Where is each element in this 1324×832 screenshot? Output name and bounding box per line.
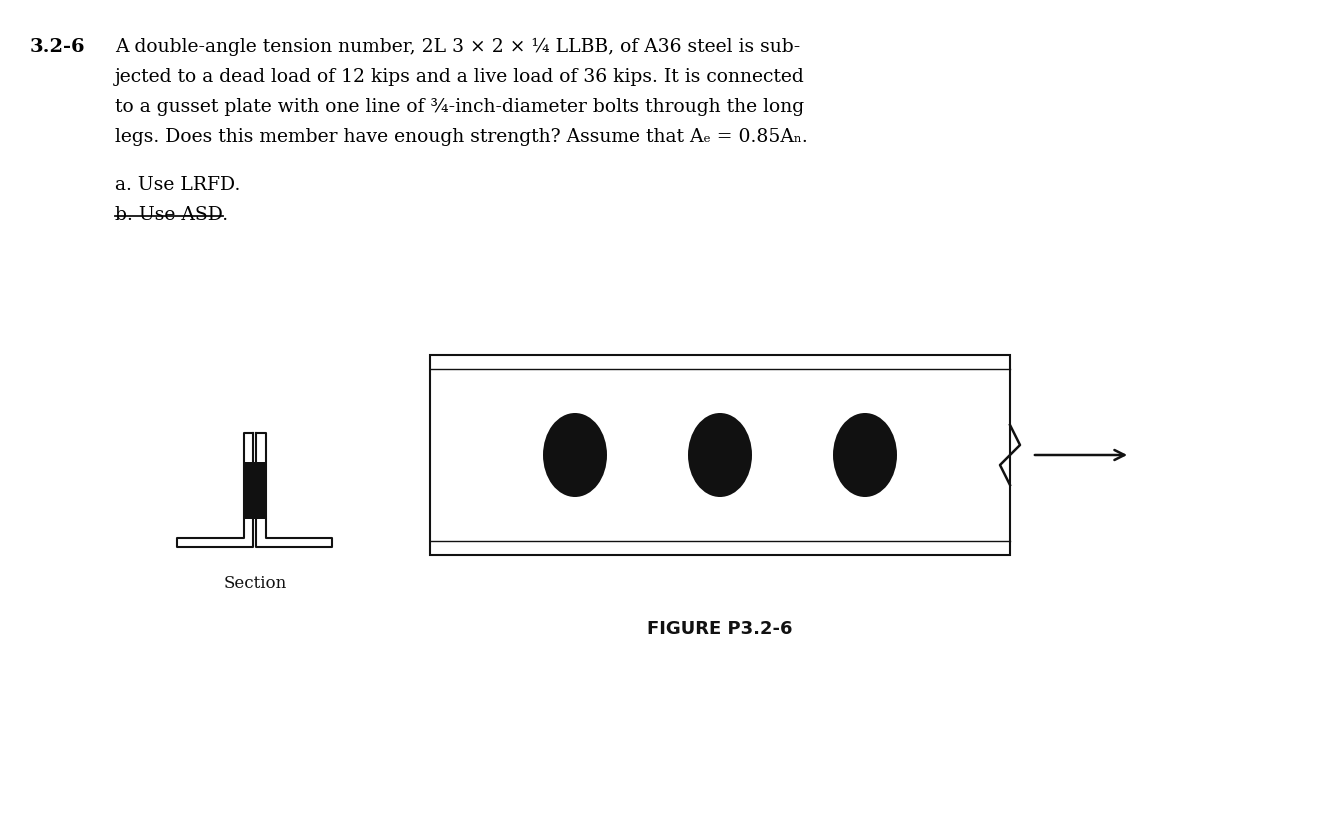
Text: A double-angle tension number, 2L 3 × 2 × ¼ LLBB, of A36 steel is sub-: A double-angle tension number, 2L 3 × 2 …: [115, 38, 800, 56]
Ellipse shape: [688, 413, 752, 497]
Text: b. Use ASD.: b. Use ASD.: [115, 206, 228, 224]
Text: to a gusset plate with one line of ¾-inch-diameter bolts through the long: to a gusset plate with one line of ¾-inc…: [115, 98, 804, 116]
Bar: [430, 355, 1010, 555]
Text: Section: Section: [224, 575, 286, 592]
Text: 3.2-6: 3.2-6: [30, 38, 86, 56]
Ellipse shape: [543, 413, 606, 497]
Text: legs. Does this member have enough strength? Assume that Aₑ = 0.85Aₙ.: legs. Does this member have enough stren…: [115, 128, 808, 146]
Ellipse shape: [833, 413, 896, 497]
Bar: [244, 462, 266, 518]
Text: FIGURE P3.2-6: FIGURE P3.2-6: [647, 620, 793, 638]
Text: a. Use LRFD.: a. Use LRFD.: [115, 176, 241, 194]
Text: jected to a dead load of 12 kips and a live load of 36 kips. It is connected: jected to a dead load of 12 kips and a l…: [115, 68, 805, 86]
